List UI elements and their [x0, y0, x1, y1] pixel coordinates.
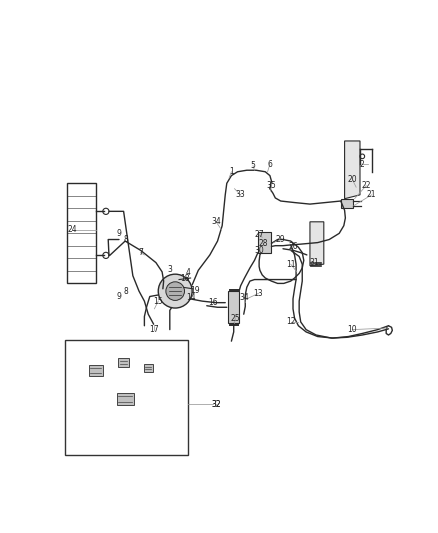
- Bar: [67, 183, 96, 284]
- Text: 25: 25: [230, 313, 240, 322]
- Text: 32: 32: [211, 400, 221, 409]
- Text: 1: 1: [229, 167, 234, 176]
- Bar: [341, 199, 353, 208]
- Text: 12: 12: [286, 318, 296, 326]
- Circle shape: [166, 282, 184, 301]
- Text: 8: 8: [124, 287, 128, 296]
- Text: 6: 6: [268, 159, 272, 168]
- Text: 21: 21: [367, 190, 376, 199]
- Text: 19: 19: [191, 286, 200, 295]
- Bar: [258, 232, 272, 253]
- Text: 27: 27: [254, 230, 264, 239]
- Text: 31: 31: [310, 258, 319, 267]
- Text: 2: 2: [360, 159, 365, 168]
- Text: 20: 20: [347, 175, 357, 184]
- Text: 22: 22: [361, 181, 371, 190]
- Text: 9: 9: [117, 292, 121, 301]
- Text: 14: 14: [186, 293, 195, 302]
- Text: 29: 29: [275, 235, 285, 244]
- Text: 5: 5: [251, 161, 255, 170]
- Text: 34: 34: [240, 293, 249, 302]
- Text: 9: 9: [117, 229, 121, 238]
- Text: 26: 26: [288, 242, 298, 251]
- Bar: [228, 291, 239, 324]
- Text: 16: 16: [208, 298, 218, 307]
- Text: 13: 13: [254, 289, 263, 298]
- Text: 34: 34: [211, 217, 221, 227]
- Text: 35: 35: [267, 181, 276, 190]
- Text: 32: 32: [211, 400, 221, 409]
- Text: 17: 17: [149, 325, 159, 334]
- Polygon shape: [310, 222, 324, 265]
- Circle shape: [158, 274, 192, 308]
- Text: 8: 8: [124, 235, 128, 244]
- Text: 18: 18: [180, 273, 190, 282]
- Polygon shape: [345, 141, 360, 199]
- Bar: [65, 340, 188, 455]
- Text: 11: 11: [286, 260, 296, 269]
- Bar: [89, 365, 103, 376]
- Text: 7: 7: [138, 248, 143, 257]
- Text: 28: 28: [258, 239, 268, 248]
- Bar: [117, 393, 134, 405]
- Text: 33: 33: [236, 190, 246, 199]
- Text: 4: 4: [186, 268, 191, 277]
- Text: 15: 15: [153, 297, 163, 305]
- Text: 10: 10: [347, 325, 357, 334]
- Bar: [118, 358, 129, 367]
- Text: 30: 30: [254, 246, 264, 255]
- Text: 3: 3: [167, 265, 172, 274]
- Text: 24: 24: [68, 225, 78, 234]
- Bar: [144, 364, 153, 372]
